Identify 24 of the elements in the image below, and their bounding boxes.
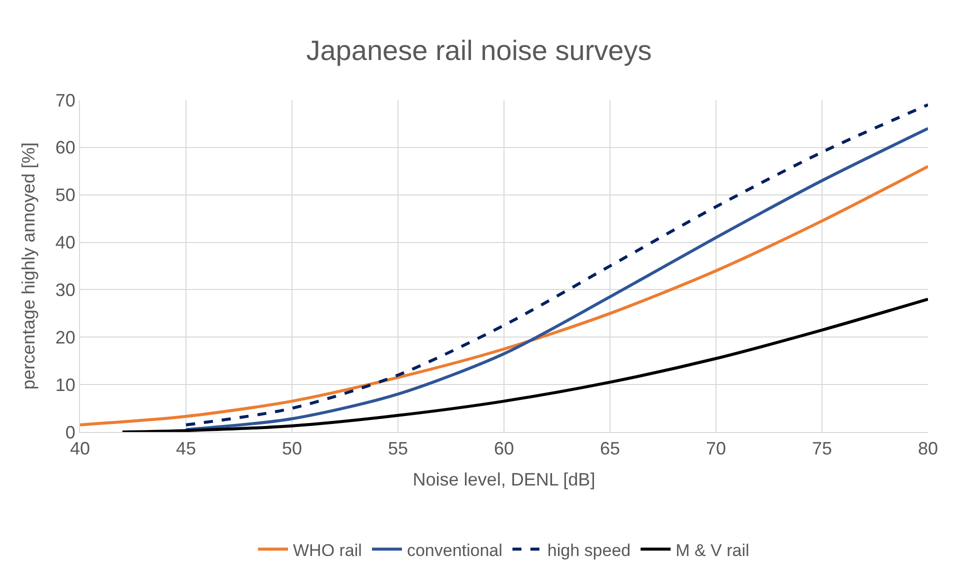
x-tick-label: 65 [600, 438, 620, 459]
y-tick-label: 20 [55, 327, 76, 348]
x-tick-label: 60 [494, 438, 514, 459]
x-tick-label: 45 [176, 438, 196, 459]
x-tick-label: 75 [812, 438, 832, 459]
y-tick-label: 40 [55, 232, 76, 253]
y-tick-label: 30 [55, 280, 76, 300]
legend-label: WHO rail [293, 540, 362, 560]
x-axis-title: Noise level, DENL [dB] [412, 470, 596, 490]
x-tick-label: 70 [706, 438, 726, 459]
x-tick-label: 50 [282, 438, 302, 459]
legend-label: high speed [547, 540, 631, 560]
x-tick-label: 55 [388, 438, 408, 459]
y-tick-label: 60 [55, 138, 76, 158]
y-tick-label: 10 [55, 374, 76, 395]
line-series [120, 298, 928, 432]
x-tick-label: 80 [918, 438, 938, 459]
legend-label: M & V rail [676, 540, 750, 560]
y-tick-label: 70 [55, 90, 76, 110]
y-axis-title: percentage highly annoyed [%] [18, 142, 39, 390]
chart-title: Japanese rail noise surveys [306, 35, 652, 66]
legend-label: conventional [406, 540, 502, 560]
line-series [80, 164, 928, 426]
y-tick-label: 50 [55, 185, 76, 206]
